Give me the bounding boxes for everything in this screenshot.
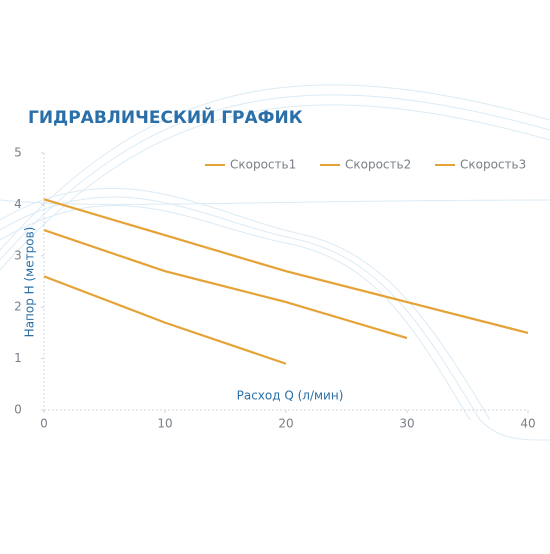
y-tick-label: 1	[14, 351, 22, 365]
x-tick-label: 30	[399, 417, 414, 431]
series-line	[43, 198, 529, 334]
x-tick-label: 20	[278, 417, 293, 431]
x-tick-label: 0	[40, 417, 48, 431]
x-tick-label: 40	[520, 417, 535, 431]
legend-label: Скорость3	[460, 158, 526, 172]
chart-title: ГИДРАВЛИЧЕСКИЙ ГРАФИК	[28, 106, 303, 128]
y-tick-label: 0	[14, 403, 22, 417]
y-tick-label: 5	[14, 146, 22, 160]
series-line	[43, 229, 408, 340]
y-axis-label: Напор Н (метров)	[23, 227, 37, 338]
x-axis-label: Расход Q (л/мин)	[237, 389, 344, 403]
series-line	[43, 275, 287, 365]
legend-label: Скорость1	[230, 158, 296, 172]
x-tick-label: 10	[157, 417, 172, 431]
y-tick-label: 2	[14, 300, 22, 314]
background-waves	[0, 84, 550, 441]
y-tick-label: 4	[14, 197, 22, 211]
legend-label: Скорость2	[345, 158, 411, 172]
y-tick-label: 3	[14, 248, 22, 262]
